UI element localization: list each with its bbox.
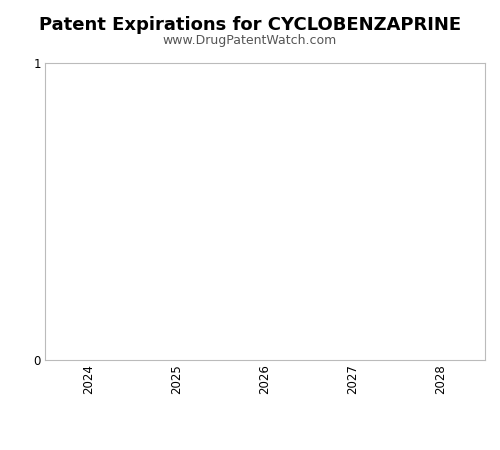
- Text: Patent Expirations for CYCLOBENZAPRINE: Patent Expirations for CYCLOBENZAPRINE: [39, 16, 461, 34]
- Text: www.DrugPatentWatch.com: www.DrugPatentWatch.com: [163, 34, 337, 47]
